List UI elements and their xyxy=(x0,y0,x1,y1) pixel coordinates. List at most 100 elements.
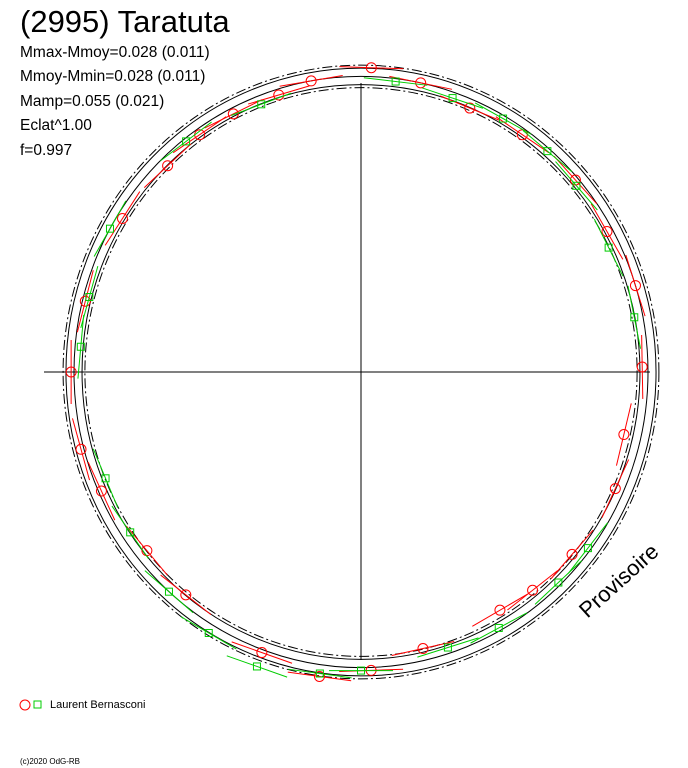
series-0-point-16 xyxy=(256,647,268,659)
series-1-point-11 xyxy=(357,666,365,675)
series-0-point-0 xyxy=(365,62,377,74)
stat-mmoy-mmin: Mmoy-Mmin=0.028 (0.011) xyxy=(20,68,206,85)
series-0-point-2 xyxy=(464,102,476,114)
series-1-errorbar-17 xyxy=(92,448,119,509)
legend-label: Laurent Bernasconi xyxy=(50,699,146,711)
stat-f: f=0.997 xyxy=(20,142,73,159)
series-1-point-21 xyxy=(182,137,191,146)
series-1-errorbar-16 xyxy=(111,505,149,559)
series-1-errorbar-5 xyxy=(593,218,624,277)
series-0-point-24 xyxy=(162,160,174,172)
series-1-errorbar-4 xyxy=(555,161,598,211)
series-1-point-17 xyxy=(101,474,110,483)
series-0-errorbar-24 xyxy=(143,143,192,188)
series-0-point-9 xyxy=(609,483,621,495)
series-1-point-18 xyxy=(76,342,85,351)
series-1-errorbar-19 xyxy=(80,266,99,329)
series-0-point-27 xyxy=(273,89,285,101)
series-1-point-5 xyxy=(604,243,613,252)
series-1-point-16 xyxy=(126,528,135,537)
series-0-point-22 xyxy=(79,295,91,307)
series-1-errorbar-2 xyxy=(474,102,532,135)
series-1-point-9 xyxy=(494,623,503,632)
series-0-errorbar-8 xyxy=(615,403,632,466)
series-1-point-6 xyxy=(630,313,639,322)
series-0-errorbar-15 xyxy=(287,671,352,682)
series-0-errorbar-26 xyxy=(204,99,263,129)
series-0-errorbar-5 xyxy=(590,203,624,260)
copyright: (c)2020 OdG-RB xyxy=(20,757,81,766)
series-0-errorbar-0 xyxy=(339,66,404,70)
series-1-point-12 xyxy=(315,669,324,678)
series-0-errorbar-6 xyxy=(625,254,646,317)
series-1-errorbar-13 xyxy=(226,655,288,678)
mean-circle xyxy=(73,75,649,669)
stat-mmax-mmoy: Mmax-Mmoy=0.028 (0.011) xyxy=(20,44,210,61)
series-0-errorbar-9 xyxy=(601,459,630,518)
series-1-errorbar-7 xyxy=(567,522,608,574)
legend-markers xyxy=(19,699,42,711)
series-0-point-13 xyxy=(417,643,429,655)
series-1-point-7 xyxy=(583,544,592,553)
series-0-errorbar-25 xyxy=(172,116,227,154)
series-0-errorbar-11 xyxy=(507,570,559,611)
series-0-point-20 xyxy=(75,443,87,455)
series-1-errorbar-0 xyxy=(363,77,428,86)
series-1-point-14 xyxy=(204,628,213,637)
outer-dashdot-circle xyxy=(62,64,660,680)
inner-dashdot-circle xyxy=(84,87,638,657)
chart-title: (2995) Taratuta xyxy=(20,4,230,39)
series-0-errorbar-23 xyxy=(104,191,141,246)
series-0-errorbar-3 xyxy=(495,116,550,154)
series-1-errorbar-6 xyxy=(627,285,642,349)
series-1-point-0 xyxy=(391,77,400,86)
series-0-errorbar-1 xyxy=(389,75,453,90)
series-1-errorbar-1 xyxy=(422,87,484,109)
inner-envelope-circle xyxy=(81,84,641,660)
series-0-errorbar-22 xyxy=(76,270,94,333)
series-0-errorbar-28 xyxy=(279,74,343,87)
series-1-point-3 xyxy=(543,147,552,156)
series-1-errorbar-20 xyxy=(93,200,127,257)
series-1-errorbar-14 xyxy=(180,616,237,650)
series-0-point-21 xyxy=(65,366,77,378)
series-0-point-5 xyxy=(601,226,613,238)
series-1-point-19 xyxy=(85,293,94,302)
series-1-point-1 xyxy=(448,94,457,103)
series-0-errorbar-7 xyxy=(641,334,644,399)
legend: Laurent Bernasconi xyxy=(18,697,145,713)
series-1-point-10 xyxy=(443,643,452,652)
series-0-point-15 xyxy=(313,670,325,682)
series-1-point-20 xyxy=(105,224,114,233)
series-1-point-4 xyxy=(572,181,581,190)
series-0-point-12 xyxy=(494,604,506,616)
series-0-errorbar-16 xyxy=(231,641,293,664)
series-1-errorbar-22 xyxy=(231,92,292,116)
series-0-errorbar-4 xyxy=(553,155,598,205)
series-1-errorbar-8 xyxy=(534,560,583,605)
series-0-errorbar-19 xyxy=(87,461,116,521)
series-0-point-11 xyxy=(527,584,539,596)
series-1-errorbar-21 xyxy=(160,121,212,162)
series-1-errorbar-15 xyxy=(144,570,194,614)
series-1-point-13 xyxy=(252,662,261,671)
series-0-errorbar-2 xyxy=(439,95,500,121)
series-0-errorbar-13 xyxy=(391,641,455,656)
series-0-point-6 xyxy=(629,280,641,292)
stat-mamp: Mamp=0.055 (0.021) xyxy=(20,93,165,110)
series-0-point-26 xyxy=(227,108,239,120)
series-1-point-15 xyxy=(164,587,173,596)
series-0-point-19 xyxy=(95,485,107,497)
series-1-point-22 xyxy=(257,100,266,109)
series-1-errorbar-9 xyxy=(470,612,528,644)
series-1-errorbar-10 xyxy=(417,637,479,658)
series-1-point-2 xyxy=(499,114,508,123)
series-0-errorbar-10 xyxy=(550,529,594,579)
series-0-point-23 xyxy=(116,212,128,224)
series-0-point-1 xyxy=(415,77,427,89)
series-0-point-17 xyxy=(180,589,192,601)
series-1-point-8 xyxy=(554,578,563,587)
stat-eclat: Eclat^1.00 xyxy=(20,117,92,134)
series-0-errorbar-20 xyxy=(72,418,91,481)
